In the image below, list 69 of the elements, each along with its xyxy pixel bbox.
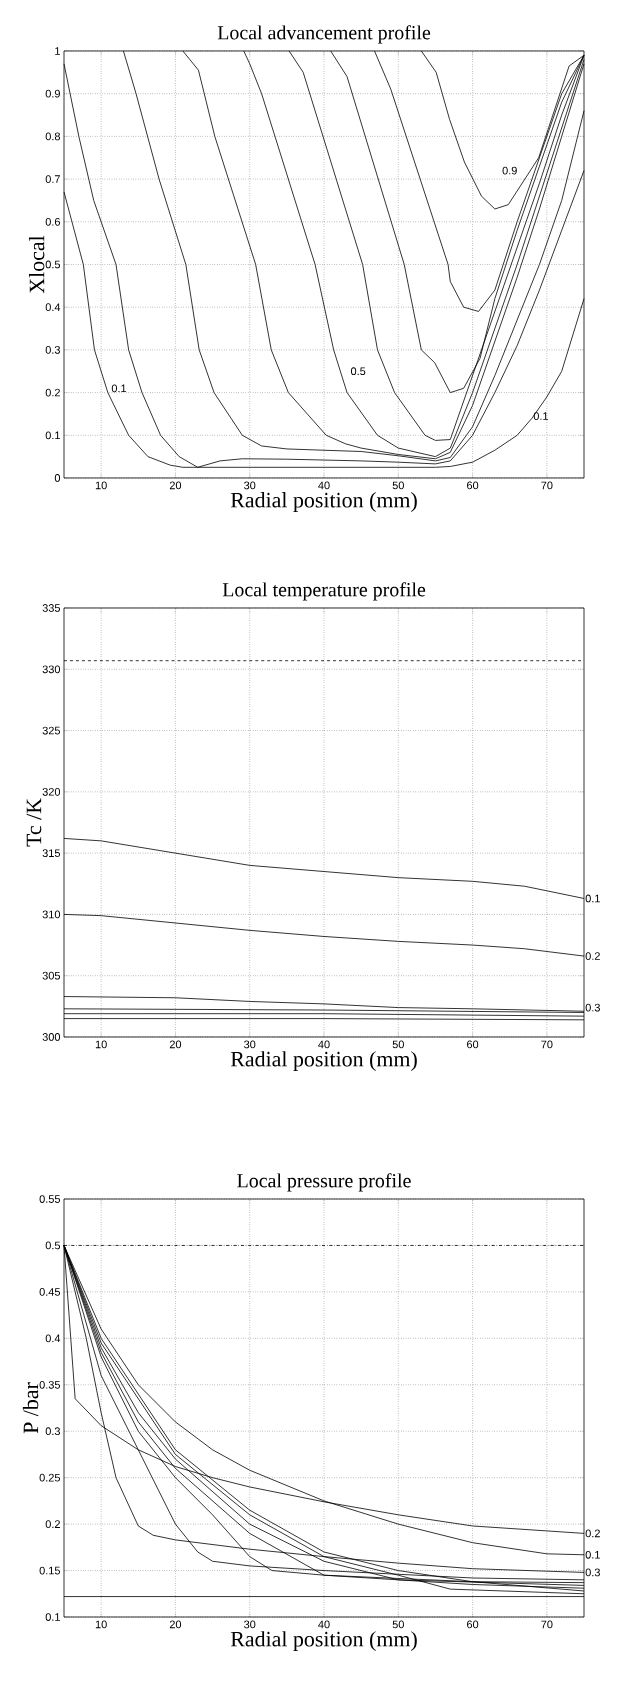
y-tick-label: 335 — [42, 604, 61, 612]
y-tick-label: 0.6 — [45, 217, 60, 226]
x-tick-label: 10 — [95, 481, 107, 490]
y-tick-label: 320 — [42, 787, 61, 796]
x-tick-label: 40 — [318, 1620, 330, 1629]
chart-title: Local pressure profile — [237, 1173, 411, 1192]
x-tick-label: 70 — [541, 1620, 553, 1629]
y-tick-label: 0.4 — [45, 1334, 61, 1343]
y-tick-label: 0 — [54, 474, 61, 482]
y-axis-title: Tc /K — [26, 798, 42, 847]
text: 0.2 — [585, 1529, 600, 1538]
text: 0.3 — [585, 1003, 600, 1012]
x-tick-label: 20 — [169, 1620, 182, 1629]
y-tick-label: 0.7 — [45, 175, 60, 183]
y-tick-label: 0.2 — [45, 1520, 60, 1528]
y-tick-label: 330 — [42, 665, 61, 674]
y-tick-label: 0.4 — [45, 303, 61, 312]
y-tick-label: 0.5 — [45, 260, 61, 269]
y-tick-label: 1 — [55, 47, 60, 55]
y-tick-label: 0.3 — [45, 1427, 60, 1436]
y-tick-label: 0.1 — [45, 1613, 60, 1621]
y-tick-label: 0.3 — [45, 346, 60, 354]
text: 0.2 — [585, 952, 600, 960]
annotation: 0.5 — [350, 367, 366, 376]
y-tick-label: 0.2 — [45, 388, 60, 397]
y-axis-title: Xlocal — [28, 235, 45, 294]
y-tick-label: 0.55 — [39, 1195, 61, 1203]
x-tick-label: 50 — [392, 1620, 404, 1629]
y-tick-label: 300 — [42, 1033, 61, 1041]
x-tick-label: 60 — [467, 1620, 479, 1629]
x-axis-title: Radial position (mm) — [230, 492, 417, 512]
annotation: 0.1 — [111, 384, 127, 393]
x-tick-label: 40 — [318, 1040, 330, 1049]
x-tick-label: 30 — [244, 1040, 256, 1049]
x-tick-label: 50 — [392, 1040, 404, 1049]
text: 0.1 — [585, 894, 600, 903]
annotation: 0.9 — [502, 166, 517, 175]
x-tick-label: 10 — [95, 1040, 107, 1049]
y-tick-label: 325 — [42, 726, 61, 735]
x-tick-label: 70 — [541, 481, 553, 490]
y-tick-label: 0.9 — [45, 89, 60, 98]
x-tick-label: 20 — [169, 481, 182, 490]
y-tick-label: 0.15 — [39, 1566, 61, 1575]
y-axis-title: P /bar — [22, 1382, 39, 1434]
y-tick-label: 0.5 — [45, 1241, 61, 1250]
y-tick-label: 315 — [42, 849, 61, 858]
text: 0.1 — [585, 1550, 600, 1559]
x-axis-title: Radial position (mm) — [230, 1631, 417, 1652]
x-tick-label: 70 — [541, 1040, 553, 1049]
x-tick-label: 10 — [95, 1620, 107, 1629]
chart-title: Local advancement profile — [217, 25, 431, 44]
x-tick-label: 50 — [392, 481, 404, 490]
y-tick-label: 305 — [42, 971, 61, 980]
chart-title: Local temperature profile — [222, 582, 426, 601]
x-tick-label: 30 — [244, 481, 256, 490]
x-axis-title: Radial position (mm) — [230, 1051, 417, 1072]
annotation: 0.1 — [533, 412, 548, 420]
x-tick-label: 20 — [169, 1040, 182, 1049]
x-tick-label: 60 — [467, 481, 479, 490]
text: 0.3 — [585, 1568, 600, 1577]
y-tick-label: 0.1 — [45, 431, 60, 440]
y-tick-label: 0.25 — [39, 1473, 61, 1482]
x-tick-label: 60 — [467, 1040, 479, 1049]
y-tick-label: 0.35 — [39, 1380, 61, 1389]
y-tick-label: 0.45 — [39, 1288, 61, 1296]
x-tick-label: 40 — [318, 481, 330, 490]
x-tick-label: 30 — [244, 1620, 256, 1629]
y-tick-label: 0.8 — [45, 132, 60, 141]
y-tick-label: 310 — [42, 910, 61, 919]
